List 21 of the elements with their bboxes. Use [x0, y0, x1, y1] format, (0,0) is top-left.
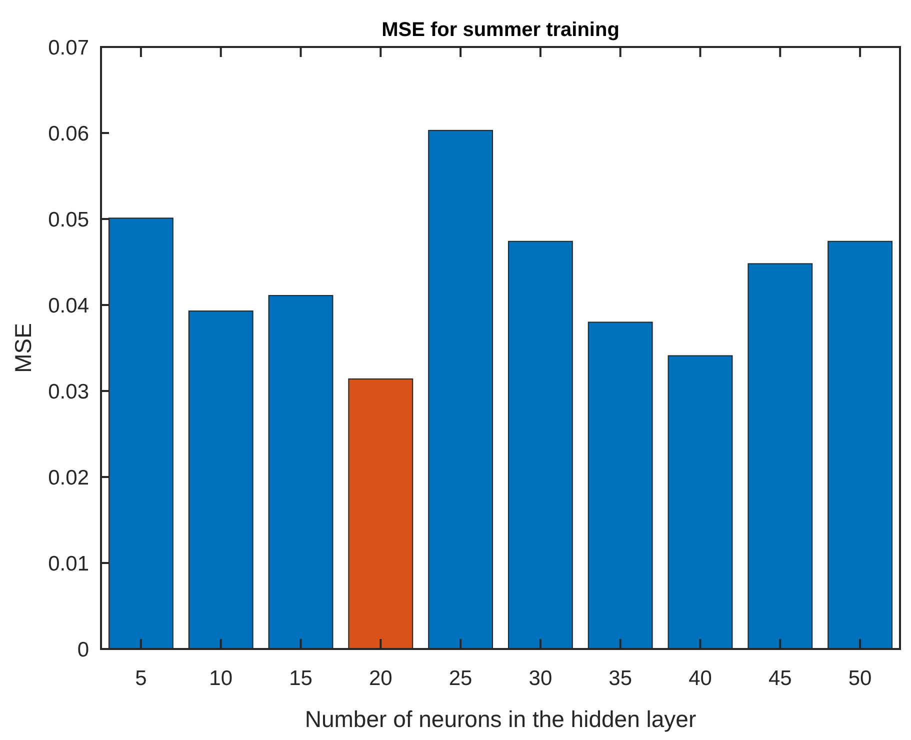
x-tick-label: 15	[289, 667, 312, 690]
y-tick-label: 0.03	[48, 380, 89, 404]
x-tick-label: 10	[209, 667, 233, 690]
y-tick-label: 0.01	[48, 552, 89, 576]
x-axis-title: Number of neurons in the hidden layer	[304, 706, 696, 732]
y-tick-label: 0	[77, 638, 89, 662]
y-tick-label: 0.02	[48, 466, 89, 490]
x-tick-label: 35	[608, 667, 632, 690]
x-tick-label: 45	[768, 667, 792, 690]
y-tick-label: 0.04	[48, 294, 90, 318]
x-tick-label: 40	[688, 667, 712, 690]
x-tick-label: 5	[135, 667, 147, 690]
y-tick-label: 0.05	[48, 208, 89, 232]
y-tick-label: 0.06	[48, 122, 89, 146]
x-tick-label: 25	[448, 667, 472, 690]
y-tick-label: 0.07	[48, 36, 89, 60]
y-axis-title: MSE	[10, 323, 36, 373]
x-tick-label: 30	[528, 667, 552, 690]
chart-title: MSE for summer training	[382, 19, 620, 41]
x-tick-label: 50	[848, 667, 872, 690]
x-tick-label: 20	[368, 667, 392, 690]
